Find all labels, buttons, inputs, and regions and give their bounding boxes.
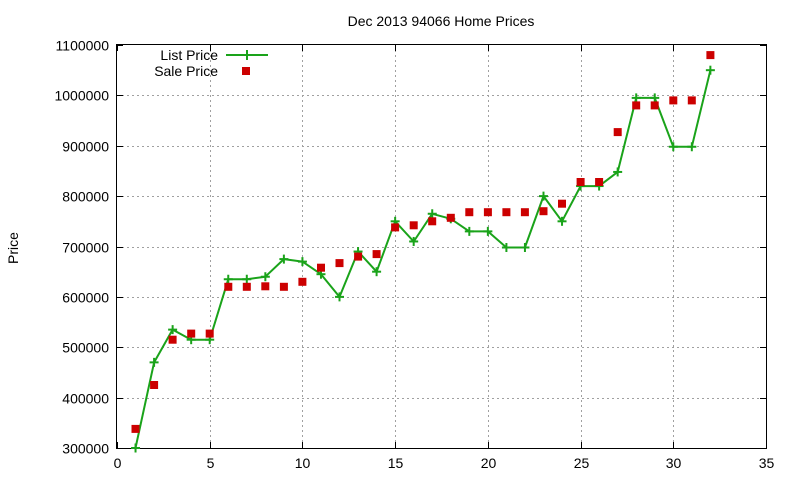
legend-marker-list-price (242, 50, 252, 60)
sale-price-point (187, 329, 196, 338)
legend-label-list-price: List Price (160, 47, 218, 63)
sale-price-point (706, 51, 715, 60)
x-tick-label: 0 (114, 455, 122, 471)
list-price-point (335, 292, 345, 302)
y-tick-label: 400000 (62, 391, 109, 407)
list-price-point (279, 254, 289, 264)
sale-price-point (335, 259, 344, 268)
sale-price-point (632, 101, 641, 110)
sale-price-point (391, 223, 400, 232)
sale-price-point (372, 250, 381, 259)
y-tick-label: 800000 (62, 189, 109, 205)
sale-price-point (595, 178, 604, 186)
y-tick-label: 1100000 (56, 38, 110, 54)
sale-price-point (205, 329, 214, 338)
sale-price-point (539, 207, 548, 216)
x-tick-label: 30 (666, 455, 682, 471)
x-tick-label: 20 (481, 455, 497, 471)
list-price-point (613, 167, 623, 177)
legend-label-sale-price: Sale Price (154, 63, 218, 79)
list-price-line (134, 69, 712, 449)
sale-price-point (354, 252, 363, 261)
list-price-point (483, 226, 493, 236)
chart-title: Dec 2013 94066 Home Prices (348, 13, 535, 29)
sale-price-point (650, 101, 659, 110)
sale-price-point (465, 208, 474, 217)
sale-price-point (669, 96, 678, 105)
sale-price-point (168, 335, 177, 344)
x-tick-label: 15 (388, 455, 404, 471)
list-price-point (520, 243, 530, 253)
list-price-point (668, 142, 678, 152)
sale-price-point (483, 208, 492, 217)
list-price-point (168, 325, 178, 335)
list-price-point (650, 93, 660, 103)
y-tick-label: 300000 (62, 441, 109, 457)
list-price-point (372, 267, 382, 277)
list-price-point (705, 65, 715, 75)
sale-price-point (279, 282, 288, 291)
y-tick-label: 1000000 (54, 88, 109, 104)
sale-price-point (502, 208, 511, 217)
list-price-point (427, 209, 437, 219)
list-price-point (260, 272, 270, 282)
sale-price-point (613, 128, 622, 137)
list-price-point (242, 274, 252, 284)
y-axis-label: Price (5, 232, 21, 264)
list-price-point (557, 216, 567, 226)
sale-price-point (428, 217, 437, 226)
legend: List Price Sale Price (154, 47, 268, 79)
list-price-point (223, 274, 233, 284)
list-price-point (131, 443, 141, 453)
list-price-point (687, 142, 697, 152)
sale-price-point (317, 263, 325, 272)
sale-price-point (558, 199, 566, 208)
series (131, 51, 715, 453)
plot-frame (116, 44, 767, 449)
grid (117, 45, 766, 448)
x-tick-label: 35 (759, 455, 775, 471)
list-price-point (464, 226, 474, 236)
axis-ticks: 0 5 10 15 20 25 30 35 300000 400000 500000 600000 70… (54, 38, 774, 472)
sale-price-point (409, 221, 418, 230)
legend-marker-sale-price (242, 67, 250, 75)
sale-price-point (687, 96, 696, 105)
y-tick-label: 600000 (62, 290, 109, 306)
list-price-point (501, 243, 511, 253)
sale-price-point (261, 282, 270, 291)
sale-price-point (446, 213, 455, 222)
sale-price-point (576, 178, 585, 186)
y-tick-label: 900000 (62, 139, 109, 155)
list-price-point (538, 191, 548, 201)
sale-price-point (131, 424, 140, 433)
y-tick-label: 700000 (62, 240, 109, 256)
sale-price-point (150, 381, 159, 389)
sale-price-point (242, 282, 251, 291)
list-price-point (631, 93, 641, 103)
list-price-point (149, 357, 159, 367)
y-tick-label: 500000 (62, 340, 109, 356)
sale-price-point (224, 282, 233, 291)
x-tick-label: 25 (574, 455, 590, 471)
list-price-point (409, 236, 419, 246)
x-tick-label: 5 (207, 455, 215, 471)
sale-price-point (298, 277, 307, 286)
sale-price-point (520, 208, 529, 217)
list-price-point (297, 257, 307, 267)
x-tick-label: 10 (295, 455, 311, 471)
